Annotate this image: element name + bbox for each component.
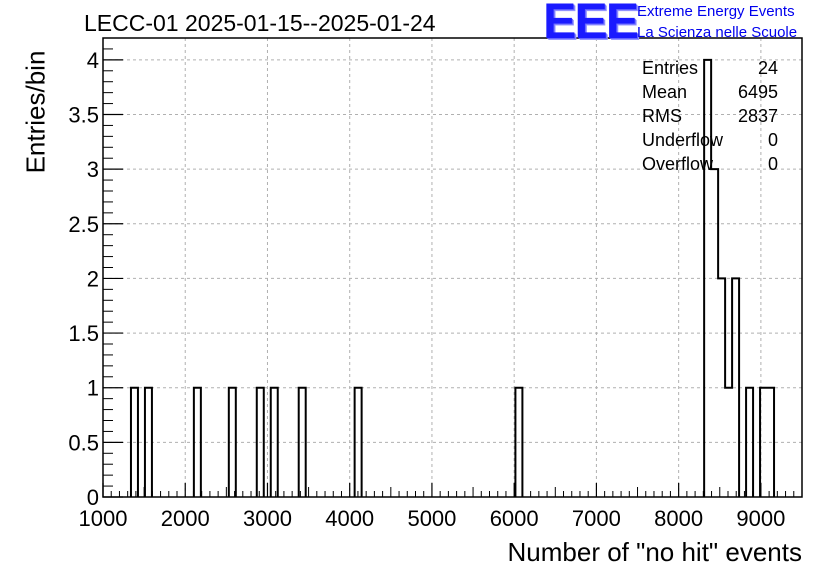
histogram-bar [297,386,307,497]
x-tick-label: 2000 [161,506,210,531]
y-tick-label: 4 [87,48,99,73]
x-tick-label: 9000 [736,506,785,531]
axis-ticks: 1000 2000 3000 4000 5000 6000 7000 8000 9000 0 0.5… [68,37,803,531]
stat-row-overflow: Overflow 0 [642,154,778,178]
stat-name: Underflow [642,130,724,150]
stat-name: Entries [642,58,699,78]
stat-row-rms: RMS 2837 [642,106,778,130]
logo-line-1: Extreme Energy Events [637,3,795,20]
x-tick-label: 4000 [325,506,374,531]
stat-name: RMS [642,106,682,126]
stat-value: 2837 [737,106,778,126]
x-axis-label: Number of "no hit" events [507,537,803,567]
y-tick-label: 0.5 [68,430,99,455]
histogram-bar [269,386,279,497]
histogram-bar [514,386,524,497]
stat-value: 0 [767,154,778,174]
histogram-bar [745,386,755,497]
y-tick-label: 1.5 [68,321,99,346]
y-axis-label: Entries/bin [20,50,51,174]
histogram-bar [227,386,237,497]
stat-value: 24 [757,58,778,78]
eee-logo: EEE [543,0,639,49]
chart-title: LECC-01 2025-01-15--2025-01-24 [84,10,436,36]
stats-box: Entries 24 Mean 6495 RMS 2837 Underflow … [642,58,778,178]
histogram-bar [759,386,776,497]
histogram-bar [192,386,202,497]
stat-row-underflow: Underflow 0 [642,130,778,154]
logo-line-2: La Scienza nelle Scuole [637,24,798,41]
y-tick-label: 3 [87,157,99,182]
x-tick-label: 5000 [407,506,456,531]
stat-row-mean: Mean 6495 [642,82,778,106]
x-tick-label: 3000 [243,506,292,531]
y-tick-label: 3.5 [68,103,99,128]
x-tick-label: 7000 [572,506,621,531]
y-tick-label: 1 [87,376,99,401]
histogram-bar [703,58,741,497]
histogram-bar [255,386,265,497]
stat-value: 6495 [737,82,778,102]
x-tick-label: 6000 [490,506,539,531]
stat-value: 0 [767,130,778,150]
y-tick-label: 2 [87,266,99,291]
histogram-bar [353,386,363,497]
y-tick-label: 0 [87,485,99,510]
histogram-bar [129,386,139,497]
stat-row-entries: Entries 24 [642,58,778,82]
grid-lines [102,38,802,497]
y-tick-label: 2.5 [68,212,99,237]
x-tick-label: 1000 [79,506,128,531]
histogram-bars [129,58,776,497]
histogram-bar [143,386,153,497]
stat-name: Overflow [642,154,714,174]
x-tick-label: 8000 [654,506,703,531]
stat-name: Mean [642,82,688,102]
